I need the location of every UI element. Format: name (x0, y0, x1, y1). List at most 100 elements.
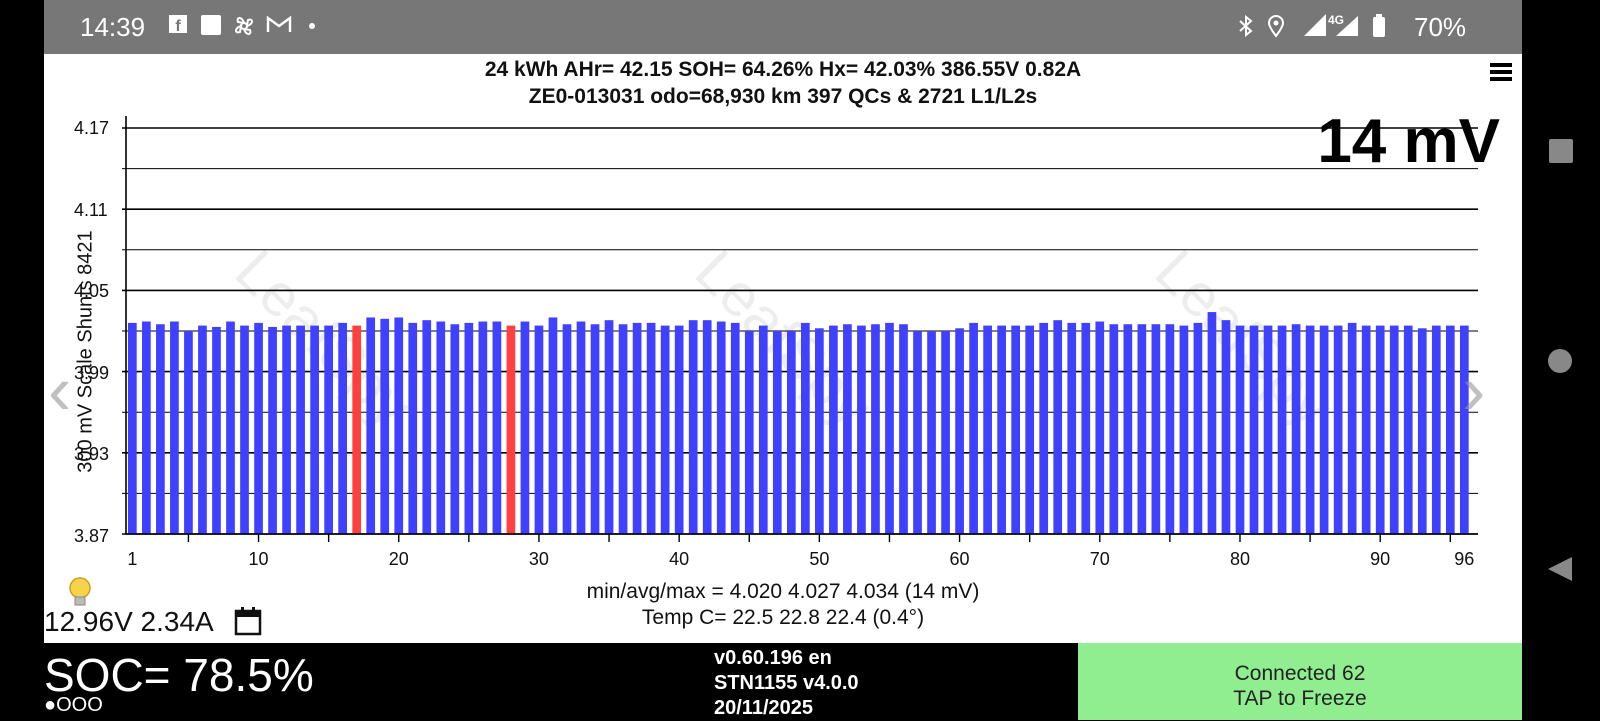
gmail-icon (266, 15, 292, 32)
cell-voltage-bar (604, 320, 614, 534)
cell-voltage-bar (352, 325, 362, 534)
cell-voltage-bar (380, 318, 390, 534)
cell-voltage-bar (1011, 325, 1021, 534)
cell-voltage-bar (885, 322, 894, 534)
svg-text:f: f (175, 18, 181, 34)
chevron-left-icon[interactable]: ‹ (48, 351, 72, 429)
cell-voltage-bar (871, 324, 880, 534)
connection-freeze-button[interactable]: Connected 62 TAP to Freeze (1078, 643, 1522, 720)
cell-voltage-bar (941, 331, 950, 534)
status-time: 14:39 (80, 12, 146, 42)
status-bar: 14:39 f 4G 70% (44, 0, 1522, 54)
cell-voltage-bar (1081, 322, 1091, 534)
cell-voltage-bar (1277, 325, 1287, 534)
hamburger-menu-icon[interactable] (1488, 60, 1514, 84)
freeze-instruction: TAP to Freeze (1233, 687, 1367, 710)
cell-voltage-bar (997, 325, 1006, 534)
cell-voltage-bar (590, 324, 600, 534)
cell-voltage-bar (1459, 325, 1469, 534)
cell-voltage-bar (899, 324, 908, 534)
cell-voltage-bar (913, 331, 922, 534)
cell-voltage-bar (198, 325, 207, 534)
cell-voltage-bar (310, 325, 319, 534)
y-tick-label: 3.93 (74, 444, 110, 464)
network-type-label: 4G (1328, 13, 1344, 27)
cell-voltage-bar (1025, 325, 1035, 534)
cell-voltage-bar (576, 321, 586, 534)
lightbulb-icon[interactable] (66, 576, 94, 610)
battery-icon (1373, 14, 1385, 37)
cell-voltage-bar (268, 326, 277, 534)
cell-voltage-bar (254, 322, 263, 534)
cell-voltage-bar (1221, 320, 1231, 534)
y-tick-label: 4.05 (74, 281, 110, 301)
cell-voltage-bar (1319, 325, 1329, 534)
cell-voltage-bar (1207, 312, 1217, 534)
x-tick-label: 10 (249, 549, 269, 569)
cell-voltage-bar (1249, 325, 1259, 534)
cell-voltage-bar (282, 325, 291, 534)
cell-voltage-bar (688, 320, 698, 534)
cell-signal-icon: 4G (1304, 13, 1358, 36)
chevron-right-icon[interactable]: › (1462, 351, 1486, 429)
vehicle-info-line: ZE0-013031 odo=68,930 km 397 QCs & 2721 … (528, 85, 1038, 108)
cell-voltage-bar (1039, 322, 1049, 534)
min-avg-max-stats: min/avg/max = 4.020 4.027 4.034 (14 mV) (586, 580, 980, 603)
cell-voltage-bar (829, 325, 838, 534)
cell-voltage-bar (1333, 325, 1343, 534)
back-button-icon[interactable] (1546, 555, 1574, 583)
cell-voltage-bar (1095, 321, 1105, 534)
leafspy-app[interactable]: 24 kWh AHr= 42.15 SOH= 64.26% Hx= 42.03%… (44, 54, 1522, 643)
cell-voltage-bar (240, 325, 249, 534)
cell-voltage-bar (646, 322, 656, 534)
cell-voltage-bar (212, 326, 221, 534)
cell-voltage-bar (801, 322, 810, 534)
cell-voltage-chart[interactable]: 1 10 20 30 40 50 60 70 80 90 96 (44, 54, 1522, 584)
version-info: v0.60.196 en STN1155 v4.0.0 20/11/2025 (714, 646, 859, 721)
temperature-stats: Temp C= 22.5 22.8 22.4 (0.4°) (641, 606, 925, 629)
cell-voltage-bar (422, 320, 432, 534)
navigation-bar (1522, 0, 1600, 720)
cell-voltage-bar (1235, 325, 1245, 534)
cell-voltage-bar (1347, 322, 1357, 534)
x-tick-label: 70 (1090, 549, 1110, 569)
cell-voltage-bar (492, 321, 502, 534)
build-date: 20/11/2025 (714, 697, 813, 719)
y-axis-title: 300 mV Scale Shunts 8421 (74, 230, 97, 473)
cell-voltage-bar (464, 322, 474, 534)
cell-voltage-bar (1193, 322, 1203, 534)
cell-voltage-bar (184, 331, 193, 534)
battery-summary-line: 24 kWh AHr= 42.15 SOH= 64.26% Hx= 42.03%… (484, 58, 1082, 81)
cell-voltage-bar (366, 317, 376, 534)
recent-apps-button-icon[interactable] (1548, 138, 1574, 164)
x-tick-label: 30 (529, 549, 549, 569)
cell-voltage-bar (1431, 325, 1441, 534)
cell-voltage-bar (955, 328, 964, 534)
x-tick-label: 96 (1454, 549, 1474, 569)
facebook-icon: f (169, 15, 187, 34)
y-tick-label: 3.87 (74, 526, 110, 546)
cell-voltage-bar (450, 324, 460, 534)
cell-voltage-bar (156, 324, 165, 534)
cell-voltage-bar (1291, 324, 1301, 534)
cell-voltage-bar (1179, 325, 1189, 534)
x-tick-label: 80 (1230, 549, 1250, 569)
cell-voltage-bar (1417, 328, 1427, 534)
cell-voltage-bar (534, 325, 544, 534)
y-tick-label: 4.17 (74, 118, 110, 138)
cell-voltage-bar (1445, 325, 1455, 534)
cell-voltage-bar (1403, 325, 1413, 534)
home-button-icon[interactable] (1546, 347, 1574, 375)
page-indicator-dots[interactable]: ●OOO (44, 694, 103, 716)
notification-dot-icon (309, 23, 315, 29)
cell-voltage-bar (436, 321, 446, 534)
square-app-icon (201, 15, 221, 35)
y-tick-label: 4.11 (74, 200, 108, 220)
adapter-version: STN1155 v4.0.0 (714, 672, 859, 694)
cell-voltage-bar (1151, 324, 1161, 534)
cell-voltage-bar (744, 331, 754, 534)
cell-voltage-bar (1361, 325, 1371, 534)
calendar-icon[interactable] (234, 606, 262, 636)
cell-voltage-bar (170, 321, 179, 534)
cell-voltage-bar (1109, 324, 1119, 534)
